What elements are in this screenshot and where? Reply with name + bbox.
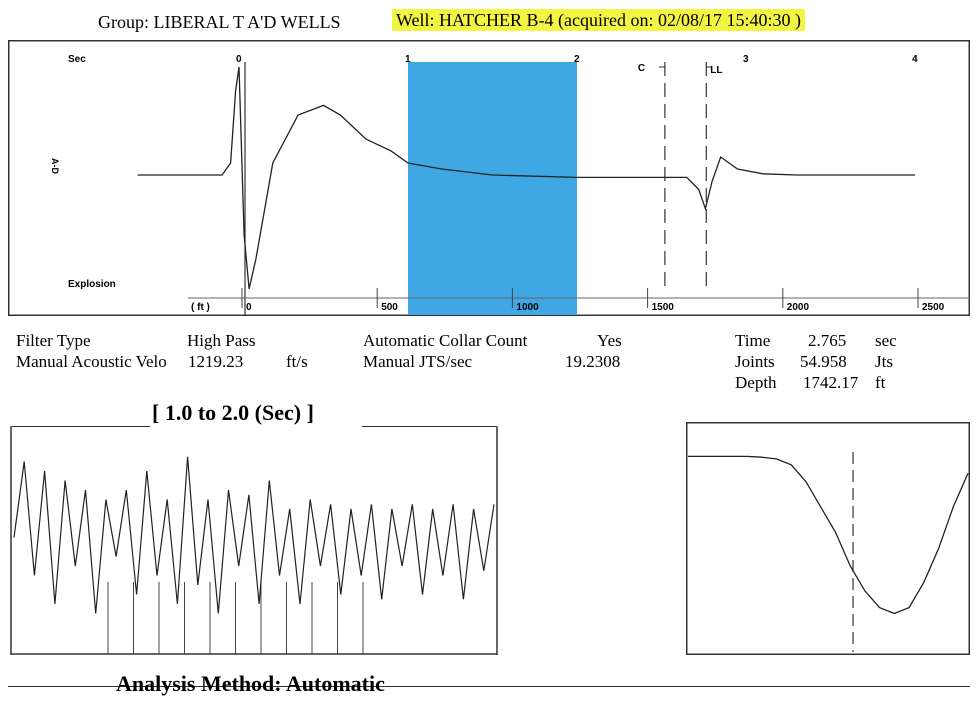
ft-tick-label: 2000 [787, 302, 810, 313]
filter-type-value: High Pass [187, 331, 256, 350]
joints-unit: Jts [875, 352, 893, 371]
sec-tick-label: 0 [236, 54, 242, 65]
jts-value: 19.2308 [565, 352, 621, 371]
zoom-title-rule-right [362, 426, 496, 427]
selection-range[interactable] [408, 62, 577, 315]
detail-chart [686, 422, 970, 655]
detail-trace-line [688, 455, 969, 615]
time-value: 2.765 [808, 331, 847, 350]
main-chart: 0 1 2 3 4 0 500 1000 1500 2000 2500 C LL Sec A-D E… [8, 40, 970, 316]
zoom-trace-line [13, 456, 495, 614]
zoom-chart [10, 426, 498, 655]
joints-label: Joints [735, 352, 775, 371]
ft-tick-label: 500 [381, 302, 398, 313]
main-trace-line [137, 66, 915, 290]
time-unit: sec [875, 331, 897, 350]
ft-tick-label: 0 [246, 302, 252, 313]
zoom-title: [ 1.0 to 2.0 (Sec) ] [152, 400, 314, 425]
jts-label: Manual JTS/sec [363, 352, 473, 371]
velocity-unit: ft/s [286, 352, 308, 371]
depth-label: Depth [735, 373, 777, 392]
joints-value: 54.958 [800, 352, 847, 371]
sec-axis-label: Sec [68, 54, 86, 65]
explosion-label: Explosion [68, 279, 116, 290]
analysis-method: Analysis Method: Automatic [116, 671, 385, 696]
filter-type-label: Filter Type [16, 331, 91, 350]
time-label: Time [735, 331, 771, 350]
ft-tick-label: 2500 [922, 302, 945, 313]
zoom-title-rule-left [12, 426, 150, 427]
ft-tick-label: 1000 [516, 302, 539, 313]
marker-ll-label: LL [710, 65, 722, 76]
velocity-label: Manual Acoustic Velo [16, 352, 167, 371]
ft-tick-label: 1500 [652, 302, 675, 313]
well-title-text: Well: HATCHER B-4 (acquired on: 02/08/17… [392, 9, 805, 31]
ft-axis-label: ( ft ) [191, 302, 210, 313]
footer-rule [8, 686, 970, 687]
collar-label: Automatic Collar Count [363, 331, 528, 350]
ad-side-label: A-D [50, 158, 60, 174]
velocity-value: 1219.23 [188, 352, 244, 371]
sec-tick-label: 3 [743, 54, 749, 65]
depth-unit: ft [875, 373, 886, 392]
sec-tick-label: 4 [912, 54, 918, 65]
depth-value: 1742.17 [803, 373, 859, 392]
sec-tick-label: 2 [574, 54, 580, 65]
marker-c-label: C [638, 63, 645, 74]
sec-tick-label: 1 [405, 54, 411, 65]
well-title: Well: HATCHER B-4 (acquired on: 02/08/17… [392, 9, 805, 31]
collar-value: Yes [597, 331, 622, 350]
group-title: Group: LIBERAL T A'D WELLS [98, 12, 341, 32]
